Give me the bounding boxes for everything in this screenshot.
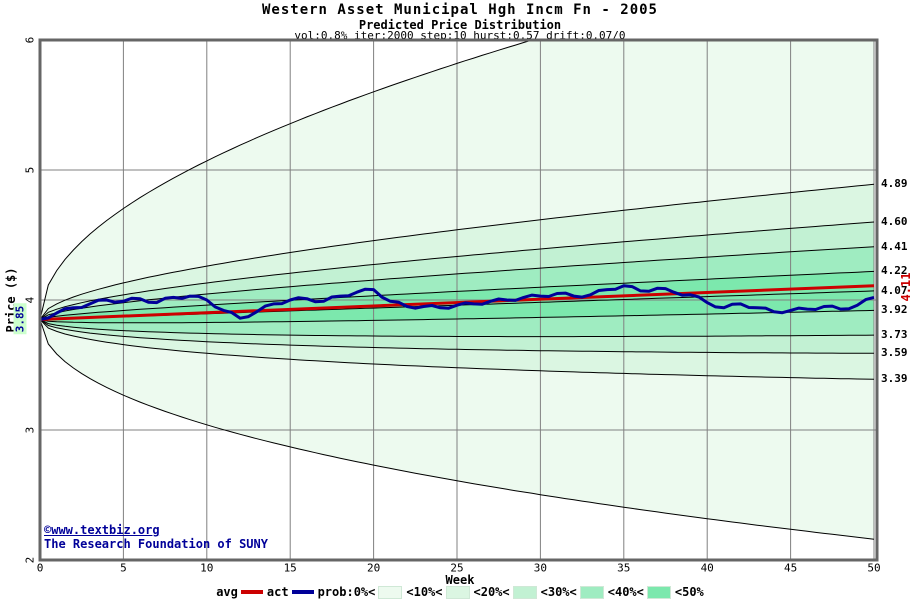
x-tick-label: 15 xyxy=(283,561,297,575)
legend-swatch xyxy=(579,585,604,599)
legend: avg act prob:0%< <10%< <20%< <30%< <40%< <50% xyxy=(0,585,920,599)
legend-item-10: <10%< xyxy=(406,585,470,599)
legend-item-20: <20%< xyxy=(474,585,537,599)
y-tick-label: 2 xyxy=(23,556,37,564)
copyright-link[interactable]: ©www.textbiz.org xyxy=(44,523,160,537)
y-tick-label: 5 xyxy=(23,166,37,174)
legend-label: prob:0%< xyxy=(317,585,376,599)
legend-item-prob0: prob:0%< xyxy=(318,585,403,599)
percentile-end-label: 4.07 xyxy=(881,283,908,297)
x-tick-label: 10 xyxy=(200,561,214,575)
legend-label: avg xyxy=(216,585,238,599)
legend-label: <40%< xyxy=(607,585,644,599)
legend-swatch xyxy=(291,590,314,594)
legend-label: act xyxy=(266,585,289,599)
percentile-end-label: 3.59 xyxy=(881,346,908,360)
y-tick-label: 4 xyxy=(23,296,37,304)
x-tick-label: 35 xyxy=(617,561,631,575)
legend-swatch xyxy=(512,585,537,599)
x-tick-label: 0 xyxy=(36,561,44,575)
percentile-end-label: 3.39 xyxy=(881,372,908,386)
x-tick-label: 5 xyxy=(120,561,127,575)
legend-label: <20%< xyxy=(473,585,510,599)
legend-swatch xyxy=(240,590,263,594)
copyright-org: The Research Foundation of SUNY xyxy=(44,537,268,551)
x-tick-label: 25 xyxy=(450,561,464,575)
legend-item-act: act xyxy=(267,585,314,599)
x-tick-label: 20 xyxy=(366,561,381,575)
legend-swatch xyxy=(646,585,671,599)
legend-item-50: <50% xyxy=(675,585,704,599)
chart-title: Western Asset Municipal Hgh Incm Fn - 20… xyxy=(261,2,658,18)
percentile-end-label: 4.60 xyxy=(881,215,908,228)
x-tick-label: 45 xyxy=(783,561,798,575)
percentile-end-label: 3.73 xyxy=(881,328,908,342)
percentile-end-label: 3.92 xyxy=(881,303,908,317)
legend-label: <50% xyxy=(674,585,704,599)
x-tick-label: 30 xyxy=(533,561,548,575)
x-tick-label: 50 xyxy=(867,561,881,575)
x-axis-label: Week xyxy=(445,573,475,587)
legend-swatch xyxy=(445,585,470,599)
percentile-end-label: 4.22 xyxy=(881,264,908,278)
x-tick-label: 40 xyxy=(700,561,714,575)
legend-item-40: <40%< xyxy=(608,585,671,599)
legend-label: <30%< xyxy=(540,585,577,599)
legend-item-avg: avg xyxy=(216,585,263,599)
legend-label: <10%< xyxy=(406,585,443,599)
start-price-label: 3.85 xyxy=(13,303,27,335)
legend-item-30: <30%< xyxy=(541,585,604,599)
legend-swatch xyxy=(378,585,403,599)
percentile-end-label: 4.89 xyxy=(881,177,908,191)
y-tick-label: 6 xyxy=(23,36,37,44)
percentile-end-label: 4.41 xyxy=(881,239,908,253)
y-tick-label: 3 xyxy=(23,426,37,434)
chart-subtitle: Predicted Price Distribution xyxy=(358,18,562,32)
